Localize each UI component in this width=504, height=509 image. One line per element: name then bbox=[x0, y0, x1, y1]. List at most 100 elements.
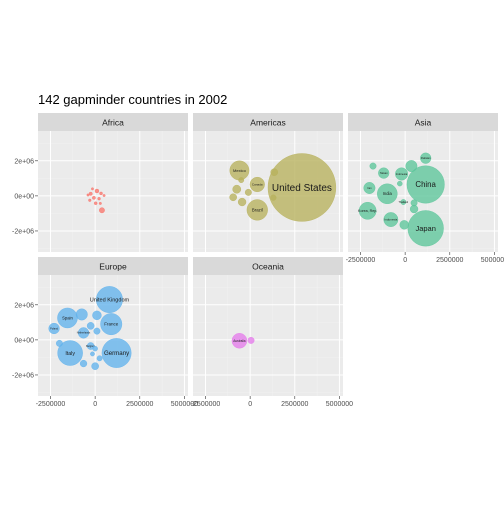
bubble bbox=[377, 183, 398, 204]
bubble-group bbox=[86, 187, 106, 214]
bubble-label: United Kingdom bbox=[90, 297, 130, 303]
y-tick-label: 2e+06 bbox=[14, 158, 34, 165]
bubble bbox=[358, 202, 377, 220]
bubble bbox=[92, 345, 98, 352]
bubble bbox=[90, 351, 95, 357]
bubble-label: Japan bbox=[415, 224, 435, 233]
y-tick-label: -2e+06 bbox=[12, 228, 34, 235]
x-tick-label: 0 bbox=[403, 257, 407, 264]
facet-strip-label: Asia bbox=[415, 118, 432, 128]
bubble bbox=[244, 188, 252, 196]
x-tick-label: 2500000 bbox=[126, 401, 153, 408]
bubble-label: Taiwan bbox=[380, 172, 388, 175]
bubble-group: United States Mexico Canada Brazil bbox=[229, 153, 337, 222]
bubble bbox=[383, 212, 399, 227]
facet-strip bbox=[38, 113, 188, 131]
y-tick-label: 0e+00 bbox=[14, 337, 34, 344]
bubble-label: Netherlands bbox=[77, 332, 91, 335]
x-tick-label: 5000000 bbox=[326, 401, 353, 408]
panel-background bbox=[193, 275, 343, 396]
bubble-label: Belgium bbox=[86, 345, 95, 348]
bubble-label: China bbox=[415, 180, 436, 189]
bubble bbox=[75, 308, 88, 321]
facet-strip-label: Africa bbox=[102, 118, 124, 128]
bubble bbox=[98, 201, 102, 205]
panel-background bbox=[38, 131, 188, 252]
bubble bbox=[86, 322, 95, 330]
chart-title: 142 gapminder countries in 2002 bbox=[38, 92, 228, 107]
bubble-label: Iran bbox=[367, 187, 372, 190]
facet-strip-label: Europe bbox=[99, 262, 127, 272]
facet-africa: Africa 2e+06 0e+00 -2e+06 bbox=[12, 113, 188, 252]
bubble-label: United States bbox=[272, 183, 332, 194]
facet-oceania: Oceania Australia -2500000 0 2500000 5000000 bbox=[191, 257, 353, 408]
bubble bbox=[102, 194, 106, 197]
bubble bbox=[96, 286, 123, 313]
facet-americas: Americas United States Mexico Canada Brazil bbox=[193, 113, 343, 252]
bubble bbox=[247, 336, 255, 344]
bubble-label: Italy bbox=[65, 351, 75, 357]
facet-strip bbox=[348, 113, 498, 131]
y-tick-label: 0e+00 bbox=[14, 193, 34, 200]
bubble bbox=[92, 310, 102, 320]
bubble bbox=[96, 355, 103, 362]
x-tick-label: 5000000 bbox=[481, 257, 504, 264]
facet-strip bbox=[38, 257, 188, 275]
bubble bbox=[88, 198, 92, 202]
bubble bbox=[405, 160, 418, 172]
bubble bbox=[93, 327, 101, 335]
bubble-label: Indonesia bbox=[384, 218, 397, 222]
bubble-label: France bbox=[104, 322, 119, 327]
bubble bbox=[395, 167, 409, 181]
bubble bbox=[363, 182, 376, 194]
bubble bbox=[399, 220, 409, 230]
bubble bbox=[94, 188, 100, 194]
x-tick-label: 2500000 bbox=[281, 401, 308, 408]
bubble bbox=[93, 201, 98, 205]
bubble bbox=[56, 339, 63, 347]
bubble-label: Thailand bbox=[399, 201, 409, 204]
bubble-label: Spain bbox=[62, 315, 73, 320]
bubble bbox=[101, 338, 132, 368]
bubble bbox=[267, 153, 337, 222]
bubble bbox=[86, 342, 95, 350]
y-tick-label: 2e+06 bbox=[14, 302, 34, 309]
bubble-label: Indonesia bbox=[396, 172, 408, 176]
y-tick-label: -2e+06 bbox=[12, 372, 34, 379]
bubble bbox=[231, 333, 248, 349]
bubble bbox=[397, 180, 403, 187]
bubble bbox=[77, 327, 90, 339]
bubble bbox=[249, 176, 265, 193]
bubble bbox=[237, 197, 247, 207]
bubble bbox=[99, 207, 105, 214]
bubble bbox=[91, 362, 99, 370]
bubble bbox=[97, 197, 101, 201]
bubble-group: China Japan India Korea, Rep. Indonesia Taiwa… bbox=[358, 152, 445, 247]
bubble-label: Brazil bbox=[252, 207, 263, 212]
bubble bbox=[91, 187, 94, 191]
bubble bbox=[238, 177, 245, 183]
facet-strip-label: Americas bbox=[250, 118, 285, 128]
bubble-label: India bbox=[383, 191, 393, 196]
bubble bbox=[400, 199, 407, 205]
bubble bbox=[229, 193, 237, 202]
bubble bbox=[92, 196, 96, 200]
bubble bbox=[100, 313, 123, 336]
bubble bbox=[48, 322, 60, 335]
x-tick-label: 2500000 bbox=[436, 257, 463, 264]
facet-strip bbox=[193, 113, 343, 131]
bubble bbox=[407, 210, 444, 247]
bubble-label: Korea, Rep. bbox=[358, 209, 377, 213]
bubble-label: Pakistan bbox=[421, 157, 431, 160]
x-tick-label: 5000000 bbox=[171, 401, 198, 408]
bubble-label: Australia bbox=[233, 339, 245, 343]
bubble bbox=[420, 152, 432, 164]
x-tick-label: 0 bbox=[248, 401, 252, 408]
x-tick-label: 0 bbox=[93, 401, 97, 408]
bubble-group: Australia bbox=[231, 333, 255, 349]
bubble bbox=[406, 165, 445, 204]
bubble-group: Germany Italy United Kingdom France Spain Pol… bbox=[48, 286, 132, 370]
facet-strip-label: Oceania bbox=[252, 262, 284, 272]
